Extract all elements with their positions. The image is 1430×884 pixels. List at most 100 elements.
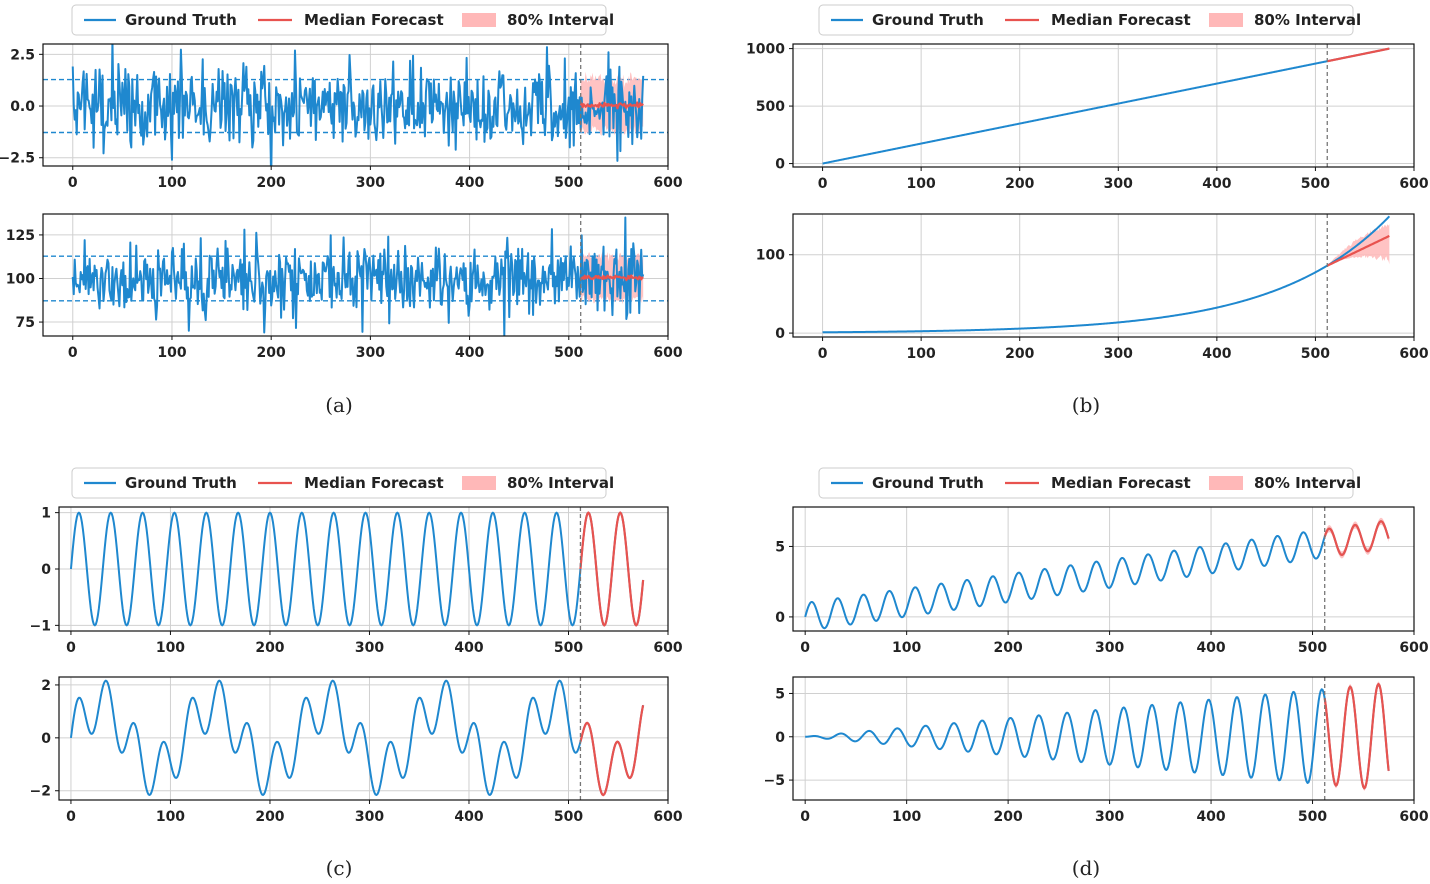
legend-interval-label: 80% Interval bbox=[507, 474, 614, 492]
x-tick-label: 500 bbox=[554, 345, 583, 361]
legend-box bbox=[71, 4, 607, 36]
x-tick-label: 300 bbox=[1095, 809, 1124, 825]
x-tick-label: 500 bbox=[1301, 176, 1330, 192]
x-tick-label: 600 bbox=[1399, 809, 1428, 825]
y-tick-label: 5 bbox=[775, 686, 785, 702]
x-tick-label: 100 bbox=[157, 175, 186, 191]
x-tick-label: 500 bbox=[554, 640, 583, 656]
median-forecast-line bbox=[579, 101, 644, 110]
plot-area bbox=[822, 215, 1391, 334]
median-forecast-line bbox=[1326, 234, 1390, 267]
x-tick-label: 400 bbox=[455, 175, 484, 191]
panel-b-bottom: 0 100 200 300 400 500 600 0 100 bbox=[756, 213, 1429, 362]
y-tick-label: 0.0 bbox=[10, 99, 35, 115]
x-tick-label: 600 bbox=[1399, 346, 1428, 362]
panel-c-top: 0 100 200 300 400 500 600 −1 0 1 bbox=[30, 506, 683, 656]
plot-area bbox=[43, 216, 668, 336]
axes-frame bbox=[58, 676, 669, 801]
median-forecast-line bbox=[1327, 47, 1390, 63]
legend-median-forecast-label: Median Forecast bbox=[304, 474, 444, 492]
legend: Ground Truth Median Forecast 80% Interval bbox=[818, 4, 1361, 36]
x-tick-label: 400 bbox=[1202, 176, 1231, 192]
y-tick-label: 0 bbox=[775, 157, 785, 173]
x-tick-label: 300 bbox=[355, 640, 384, 656]
y-tick-label: 125 bbox=[6, 228, 35, 244]
legend-median-forecast-label: Median Forecast bbox=[304, 11, 444, 29]
y-tick-label: −2.5 bbox=[0, 151, 35, 167]
caption-a: (a) bbox=[325, 393, 353, 417]
axes-frame bbox=[792, 506, 1415, 632]
panel-a-top: 0 100 200 300 400 500 600 −2.5 0.0 2.5 bbox=[0, 43, 683, 191]
ground-truth-line bbox=[71, 216, 645, 336]
x-tick-label: 500 bbox=[1298, 809, 1327, 825]
x-tick-label: 400 bbox=[455, 345, 484, 361]
legend-box bbox=[818, 467, 1354, 499]
median-forecast-line bbox=[579, 705, 645, 797]
x-tick-label: 200 bbox=[994, 809, 1023, 825]
x-tick-label: 600 bbox=[653, 175, 682, 191]
panel-d-bottom: 0 100 200 300 400 500 600 −5 0 5 bbox=[764, 676, 1429, 825]
axes-frame bbox=[42, 43, 669, 167]
x-tick-label: 100 bbox=[892, 640, 921, 656]
y-tick-label: 1000 bbox=[746, 42, 785, 58]
x-tick-label: 0 bbox=[800, 809, 810, 825]
legend: Ground Truth Median Forecast 80% Interval bbox=[71, 4, 614, 36]
y-tick-label: −5 bbox=[764, 773, 785, 789]
y-tick-label: 0 bbox=[775, 326, 785, 342]
y-tick-label: 0 bbox=[775, 610, 785, 626]
x-tick-label: 0 bbox=[68, 175, 78, 191]
x-tick-label: 100 bbox=[907, 176, 936, 192]
x-tick-label: 0 bbox=[800, 640, 810, 656]
plot-area bbox=[822, 47, 1390, 165]
y-tick-label: −2 bbox=[30, 784, 51, 800]
plot-area bbox=[69, 679, 645, 797]
x-tick-label: 300 bbox=[356, 175, 385, 191]
y-tick-label: 1 bbox=[41, 506, 51, 522]
x-tick-label: 600 bbox=[653, 345, 682, 361]
x-tick-label: 100 bbox=[157, 345, 186, 361]
y-tick-label: 5 bbox=[775, 539, 785, 555]
x-tick-label: 600 bbox=[1399, 176, 1428, 192]
axes-frame bbox=[792, 676, 1415, 801]
legend-median-forecast-label: Median Forecast bbox=[1051, 474, 1191, 492]
legend-box bbox=[818, 4, 1354, 36]
legend-ground-truth-label: Ground Truth bbox=[125, 11, 237, 29]
x-tick-label: 0 bbox=[66, 640, 76, 656]
x-tick-label: 600 bbox=[1399, 640, 1428, 656]
x-tick-label: 300 bbox=[355, 809, 384, 825]
x-tick-label: 200 bbox=[1005, 346, 1034, 362]
ground-truth-line bbox=[804, 520, 1390, 630]
plot-area bbox=[804, 517, 1390, 630]
x-tick-label: 600 bbox=[653, 809, 682, 825]
x-tick-label: 200 bbox=[255, 809, 284, 825]
x-tick-label: 600 bbox=[653, 640, 682, 656]
x-tick-label: 500 bbox=[1301, 346, 1330, 362]
x-tick-label: 100 bbox=[907, 346, 936, 362]
legend-interval-swatch bbox=[462, 476, 496, 490]
x-tick-label: 0 bbox=[818, 346, 828, 362]
x-tick-label: 300 bbox=[1104, 176, 1133, 192]
y-tick-label: 0 bbox=[775, 730, 785, 746]
x-tick-label: 100 bbox=[156, 809, 185, 825]
plot-area bbox=[43, 44, 668, 166]
panel-d-top: 0 100 200 300 400 500 600 0 5 bbox=[775, 506, 1429, 656]
axes-frame bbox=[792, 213, 1415, 338]
y-tick-label: 0 bbox=[41, 731, 51, 747]
ground-truth-line bbox=[822, 47, 1390, 165]
legend-interval-label: 80% Interval bbox=[507, 11, 614, 29]
caption-b: (b) bbox=[1072, 393, 1100, 417]
panel-a-bottom: 0 100 200 300 400 500 600 75 100 125 bbox=[6, 213, 683, 361]
panel-b-top: 0 100 200 300 400 500 600 0 500 1000 bbox=[746, 42, 1429, 192]
legend-interval-label: 80% Interval bbox=[1254, 474, 1361, 492]
ground-truth-line bbox=[822, 215, 1391, 334]
x-tick-label: 200 bbox=[994, 640, 1023, 656]
panel-c-bottom: 0 100 200 300 400 500 600 −2 0 2 bbox=[30, 676, 683, 825]
legend-interval-swatch bbox=[1209, 476, 1243, 490]
x-tick-label: 0 bbox=[66, 809, 76, 825]
x-tick-label: 0 bbox=[68, 345, 78, 361]
x-tick-label: 400 bbox=[454, 640, 483, 656]
x-tick-label: 300 bbox=[1104, 346, 1133, 362]
legend: Ground Truth Median Forecast 80% Interval bbox=[71, 467, 614, 499]
ground-truth-line bbox=[69, 679, 645, 796]
y-tick-label: 500 bbox=[756, 99, 785, 115]
